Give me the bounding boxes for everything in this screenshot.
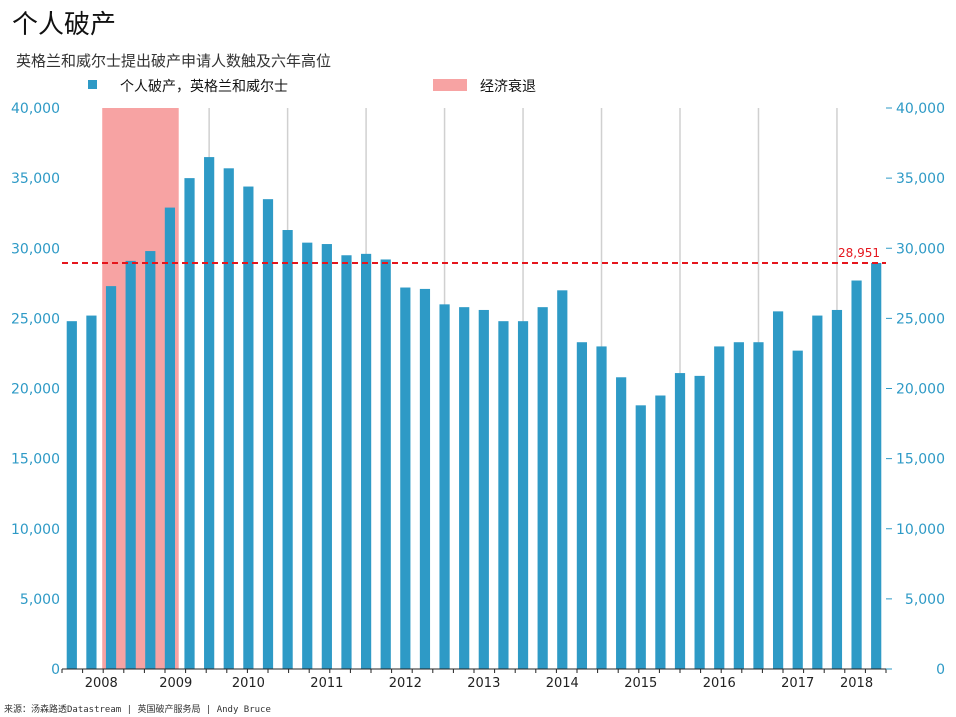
bar — [459, 307, 470, 669]
bar — [694, 375, 705, 669]
x-tick-label: 2008 — [85, 676, 118, 691]
legend-label-recession: 经济衰退 — [480, 78, 536, 95]
bar — [419, 288, 431, 669]
bar — [360, 253, 372, 670]
bar — [616, 377, 627, 669]
y-tick-label-left: 10,000 — [11, 522, 60, 538]
bar — [537, 307, 548, 669]
bar — [792, 350, 803, 669]
y-tick-label-left: 40,000 — [11, 101, 60, 117]
bar — [66, 321, 77, 669]
bar — [851, 280, 862, 669]
x-tick-label: 2017 — [781, 676, 814, 691]
bar — [86, 315, 97, 669]
legend-swatch-bankruptcies — [88, 80, 97, 89]
x-tick-label: 2012 — [389, 676, 422, 691]
bar — [635, 405, 646, 669]
bar — [714, 346, 725, 669]
x-tick-label: 2010 — [232, 676, 265, 691]
x-tick-label: 2011 — [310, 676, 343, 691]
x-tick-label: 2009 — [159, 676, 192, 691]
x-tick-label: 2014 — [546, 676, 579, 691]
bar — [478, 309, 489, 669]
bar — [204, 157, 215, 669]
chart-title: 个人破产 — [12, 10, 117, 40]
reference-line-label: 28,951 — [838, 246, 880, 260]
bar — [341, 255, 352, 669]
y-tick-label-right: 10,000 — [896, 522, 945, 538]
legend-label-bankruptcies: 个人破产，英格兰和威尔士 — [120, 78, 288, 95]
bar — [125, 260, 136, 669]
y-tick-label-left: 30,000 — [11, 241, 60, 257]
y-tick-label-right: 30,000 — [896, 241, 945, 257]
y-tick-label-right: 0 — [936, 662, 945, 678]
bar — [517, 321, 529, 669]
bar — [184, 178, 195, 669]
bar — [871, 262, 882, 669]
bar — [164, 207, 176, 669]
bar — [400, 287, 411, 669]
bar — [145, 251, 156, 669]
y-tick-label-left: 5,000 — [20, 592, 60, 608]
legend-swatch-recession — [433, 79, 467, 91]
y-tick-label-left: 25,000 — [11, 311, 60, 327]
bar — [262, 199, 274, 669]
bar — [243, 186, 254, 670]
y-tick-label-right: 15,000 — [896, 452, 945, 468]
x-tick-label: 2016 — [703, 676, 736, 691]
bar — [302, 242, 313, 669]
bar — [576, 342, 588, 669]
bar — [557, 290, 568, 669]
bar — [105, 286, 117, 669]
bar — [321, 244, 332, 670]
y-tick-label-left: 15,000 — [11, 452, 60, 468]
x-tick-label: 2018 — [840, 676, 873, 691]
bar — [498, 321, 509, 669]
bar — [223, 168, 234, 669]
bar — [439, 304, 450, 669]
y-tick-label-right: 5,000 — [905, 592, 945, 608]
source-note: 来源：汤森路透Datastream | 英国破产服务局 | Andy Bruce — [4, 705, 271, 715]
y-tick-label-left: 20,000 — [11, 382, 60, 398]
chart-subtitle: 英格兰和威尔士提出破产申请人数触及六年高位 — [16, 52, 332, 70]
bar — [655, 395, 666, 669]
bar — [282, 230, 293, 669]
y-tick-label-right: 20,000 — [896, 382, 945, 398]
bar — [733, 342, 744, 669]
y-tick-label-left: 35,000 — [11, 171, 60, 187]
bar — [831, 309, 843, 669]
x-tick-label: 2013 — [467, 676, 500, 691]
y-tick-label-left: 0 — [51, 662, 60, 678]
bar — [772, 311, 784, 669]
y-tick-label-right: 35,000 — [896, 171, 945, 187]
bar — [674, 373, 686, 669]
bar — [596, 346, 607, 669]
y-tick-label-right: 25,000 — [896, 311, 945, 327]
bar — [753, 342, 764, 669]
bar — [812, 315, 823, 669]
y-tick-label-right: 40,000 — [896, 101, 945, 117]
x-tick-label: 2015 — [624, 676, 657, 691]
bar — [380, 259, 391, 669]
